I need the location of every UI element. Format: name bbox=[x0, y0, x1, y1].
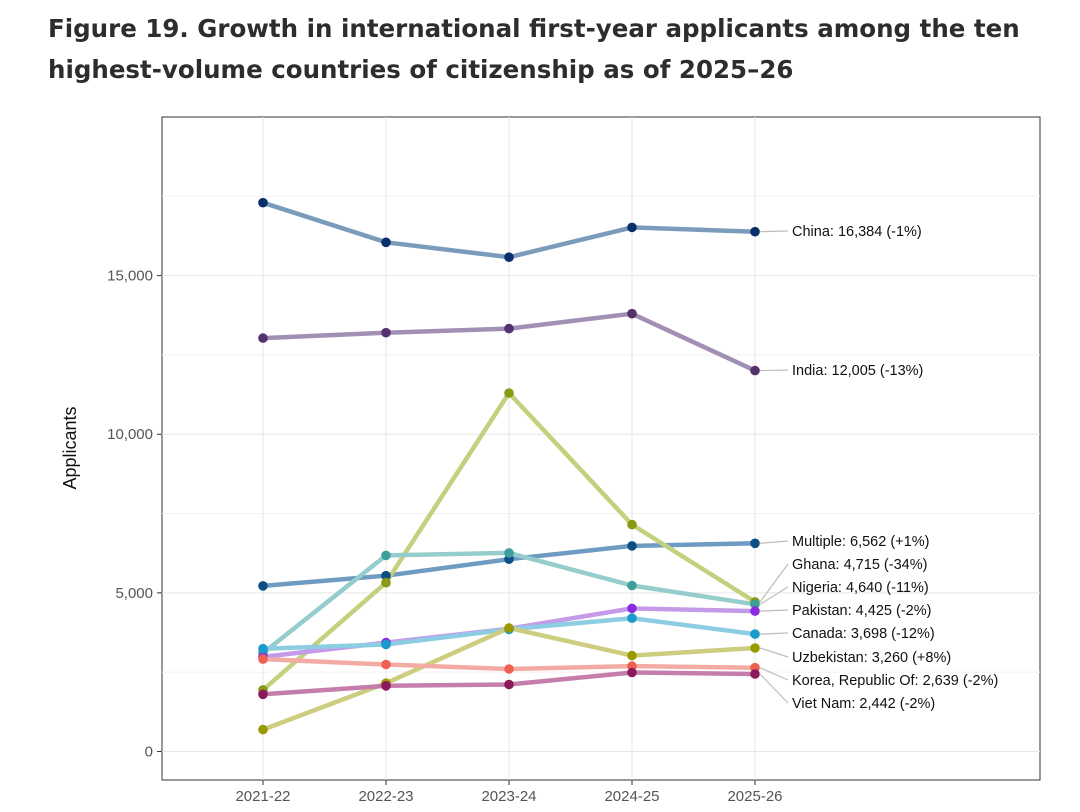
data-point-viet-nam bbox=[750, 669, 760, 679]
data-point-ghana bbox=[381, 577, 391, 588]
data-point-pakistan bbox=[750, 606, 760, 616]
data-point-pakistan bbox=[627, 603, 637, 614]
data-point-viet-nam bbox=[258, 689, 268, 700]
data-point-multiple bbox=[750, 538, 760, 549]
data-point-multiple bbox=[627, 541, 637, 551]
data-point-viet-nam bbox=[627, 667, 637, 678]
leader-line-korea-republic-of bbox=[759, 667, 789, 681]
data-point-multiple bbox=[381, 570, 391, 581]
y-tick-label: 0 bbox=[145, 743, 153, 760]
y-tick-label: 5,000 bbox=[115, 585, 153, 602]
data-point-canada bbox=[750, 629, 760, 639]
data-point-uzbekistan bbox=[258, 724, 268, 735]
data-point-nigeria bbox=[504, 548, 514, 558]
leader-line-pakistan bbox=[759, 609, 789, 612]
series-label-viet-nam: Viet Nam: 2,442 (-2%) bbox=[792, 696, 935, 712]
leader-line-canada bbox=[759, 632, 789, 635]
leader-line-ghana bbox=[759, 563, 789, 603]
x-tick-label: 2021-22 bbox=[235, 788, 290, 805]
leader-line-india bbox=[759, 369, 789, 372]
series-label-multiple: Multiple: 6,562 (+1%) bbox=[792, 534, 929, 550]
data-point-china bbox=[258, 197, 268, 208]
series-label-nigeria: Nigeria: 4,640 (-11%) bbox=[792, 580, 929, 596]
data-point-canada bbox=[381, 639, 391, 650]
series-label-korea-republic-of: Korea, Republic Of: 2,639 (-2%) bbox=[792, 673, 998, 689]
x-tick-label: 2023-24 bbox=[481, 788, 536, 805]
data-point-ghana bbox=[504, 388, 514, 398]
data-point-india bbox=[381, 327, 391, 338]
data-point-china bbox=[627, 222, 637, 233]
leader-line-viet-nam bbox=[759, 673, 789, 704]
leader-line-multiple bbox=[759, 540, 789, 544]
data-point-canada bbox=[627, 613, 637, 623]
series-label-pakistan: Pakistan: 4,425 (-2%) bbox=[792, 603, 931, 619]
figure-title-line-1: Figure 19. Growth in international first… bbox=[48, 14, 1020, 43]
series-labels: China: 16,384 (-1%) India: 12,005 (-13%) M… bbox=[792, 224, 998, 712]
data-point-korea-republic-of bbox=[504, 664, 514, 674]
data-point-nigeria bbox=[627, 580, 637, 591]
data-point-nigeria bbox=[750, 599, 760, 610]
data-point-uzbekistan bbox=[627, 650, 637, 661]
data-point-viet-nam bbox=[504, 679, 514, 690]
data-point-india bbox=[750, 365, 760, 376]
data-point-india bbox=[504, 323, 514, 334]
y-tick-label: 10,000 bbox=[107, 426, 153, 443]
series-points bbox=[258, 197, 760, 735]
leader-line-china bbox=[759, 230, 789, 233]
data-point-china bbox=[750, 226, 760, 237]
data-point-nigeria bbox=[381, 550, 391, 561]
series-label-canada: Canada: 3,698 (-12%) bbox=[792, 626, 935, 642]
data-point-multiple bbox=[258, 581, 268, 591]
series-label-uzbekistan: Uzbekistan: 3,260 (+8%) bbox=[792, 650, 951, 666]
data-point-canada bbox=[258, 643, 268, 654]
data-point-korea-republic-of bbox=[381, 659, 391, 670]
data-point-korea-republic-of bbox=[258, 654, 268, 664]
series-label-china: China: 16,384 (-1%) bbox=[792, 224, 922, 240]
data-point-uzbekistan bbox=[504, 623, 514, 633]
leader-line-uzbekistan bbox=[759, 647, 789, 658]
series-label-india: India: 12,005 (-13%) bbox=[792, 363, 923, 379]
y-axis: 0 5,000 10,000 15,000 bbox=[107, 268, 162, 760]
data-point-viet-nam bbox=[381, 681, 391, 691]
figure-title-line-2: highest-volume countries of citizenship … bbox=[48, 55, 794, 84]
x-tick-label: 2024-25 bbox=[604, 788, 659, 805]
data-point-china bbox=[381, 237, 391, 248]
x-tick-label: 2025-26 bbox=[727, 788, 782, 805]
plot-panel bbox=[161, 116, 1041, 781]
x-tick-label: 2022-23 bbox=[358, 788, 413, 805]
y-axis-title: Applicants bbox=[60, 406, 80, 489]
data-point-uzbekistan bbox=[750, 643, 760, 653]
data-point-ghana bbox=[627, 519, 637, 530]
y-tick-label: 15,000 bbox=[107, 268, 153, 285]
figure-title: Figure 19. Growth in international first… bbox=[48, 8, 1048, 90]
data-point-india bbox=[627, 308, 637, 319]
leader-line-nigeria bbox=[759, 586, 789, 605]
grid-minor bbox=[162, 195, 1040, 673]
data-point-china bbox=[504, 252, 514, 262]
series-label-ghana: Ghana: 4,715 (-34%) bbox=[792, 557, 927, 573]
data-point-india bbox=[258, 333, 268, 343]
label-leader-lines bbox=[759, 230, 789, 704]
x-axis: 2021-22 2022-23 2023-24 2024-25 2025-26 bbox=[235, 780, 783, 805]
